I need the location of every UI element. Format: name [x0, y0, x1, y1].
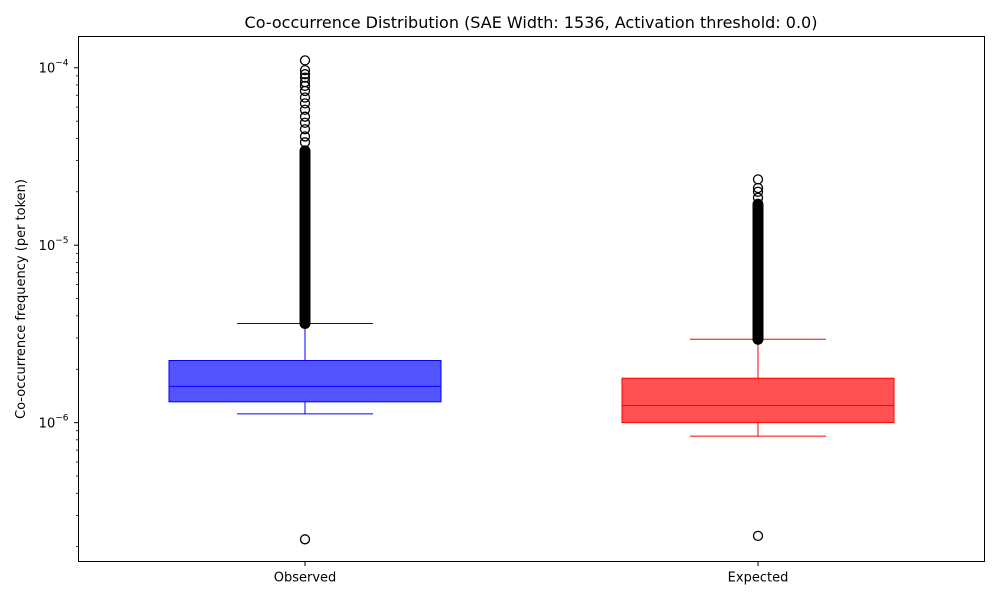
outlier-point: [299, 69, 311, 80]
x-tick-label-expected: Expected: [728, 571, 789, 586]
outlier-point: [752, 186, 764, 197]
plot-area: [168, 55, 895, 545]
outlier-point: [299, 92, 311, 103]
box-observed-iqr: [168, 359, 442, 403]
y-axis-label: Co-occurrence frequency (per token): [14, 179, 29, 419]
outlier-point: [299, 98, 311, 109]
outlier-point: [299, 72, 311, 83]
y-tick-label: 10−4: [39, 59, 69, 77]
outlier-point: [299, 137, 311, 148]
axes: Observed Expected 10−6 10−5 10−4: [39, 59, 789, 586]
outlier-point: [752, 192, 764, 203]
box-observed: [168, 55, 442, 545]
outlier-point: [752, 530, 764, 542]
outlier-point: [752, 174, 764, 185]
box-expected-iqr: [621, 377, 895, 424]
outlier-point: [299, 534, 311, 545]
outlier-point: [299, 124, 311, 135]
x-tick-label-observed: Observed: [274, 571, 337, 586]
box-expected: [621, 174, 895, 542]
y-tick-label: 10−6: [39, 414, 69, 432]
outlier-point: [299, 76, 311, 88]
chart-title: Co-occurrence Distribution (SAE Width: 1…: [245, 13, 818, 32]
outlier-point: [299, 55, 311, 66]
outlier-point: [299, 64, 311, 76]
y-tick-label: 10−5: [39, 236, 69, 254]
outlier-point: [299, 111, 311, 122]
outlier-point: [299, 117, 311, 128]
outlier-point: [299, 104, 311, 115]
outlier-point: [299, 131, 311, 142]
outlier-point: [299, 80, 311, 92]
